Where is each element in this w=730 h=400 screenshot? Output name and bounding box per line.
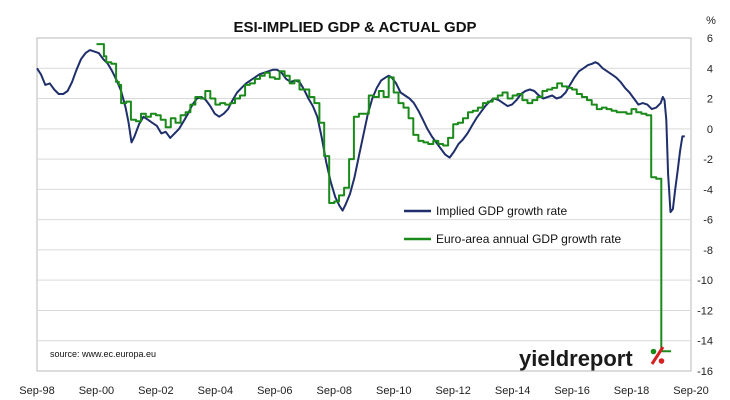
y-tick-label: -8 — [703, 245, 713, 257]
legend-label-actual: Euro-area annual GDP growth rate — [436, 232, 622, 246]
y-tick-label: 0 — [707, 124, 713, 136]
x-tick-label: Sep-14 — [495, 385, 530, 397]
x-tick-label: Sep-00 — [79, 385, 114, 397]
implied-gdp-line — [36, 49, 685, 214]
unit-label: % — [706, 15, 716, 27]
y-tick-label: 6 — [707, 33, 713, 45]
x-tick-label: Sep-06 — [257, 385, 292, 397]
yieldreport-logo: yieldreport — [519, 346, 665, 371]
y-tick-label: -14 — [697, 336, 713, 348]
x-tick-label: Sep-12 — [435, 385, 470, 397]
plot-frame — [36, 37, 692, 372]
y-tick-label: -10 — [697, 275, 713, 287]
x-tick-label: Sep-98 — [19, 385, 54, 397]
source-note: source: www.ec.europa.eu — [50, 349, 156, 359]
x-tick-label: Sep-20 — [673, 385, 708, 397]
y-tick-label: 2 — [707, 94, 713, 106]
x-tick-label: Sep-10 — [376, 385, 411, 397]
legend: Implied GDP growth rate Euro-area annual… — [404, 204, 622, 246]
percent-logo-icon — [650, 346, 665, 365]
y-tick-label: -2 — [703, 154, 713, 166]
y-axis-ticks: 6 4 2 0 -2 -4 -6 -8 -10 -12 -14 -16 — [697, 33, 713, 378]
y-tick-label: -16 — [697, 366, 713, 378]
x-tick-label: Sep-08 — [317, 385, 352, 397]
logo-wordmark: yieldreport — [519, 346, 633, 371]
y-tick-label: 4 — [707, 63, 713, 75]
actual-gdp-line — [96, 43, 672, 353]
series-layer — [36, 43, 685, 353]
x-tick-label: Sep-18 — [614, 385, 649, 397]
y-tick-label: -6 — [703, 215, 713, 227]
legend-label-implied: Implied GDP growth rate — [436, 204, 567, 218]
x-tick-label: Sep-02 — [138, 385, 173, 397]
y-tick-label: -12 — [697, 305, 713, 317]
gridlines — [37, 67, 691, 342]
y-tick-label: -4 — [703, 184, 713, 196]
x-tick-label: Sep-04 — [198, 385, 233, 397]
x-axis-ticks: Sep-98 Sep-00 Sep-02 Sep-04 Sep-06 Sep-08 Sep-… — [19, 385, 708, 397]
chart-title: ESI-IMPLIED GDP & ACTUAL GDP — [233, 19, 476, 36]
x-tick-label: Sep-16 — [554, 385, 589, 397]
